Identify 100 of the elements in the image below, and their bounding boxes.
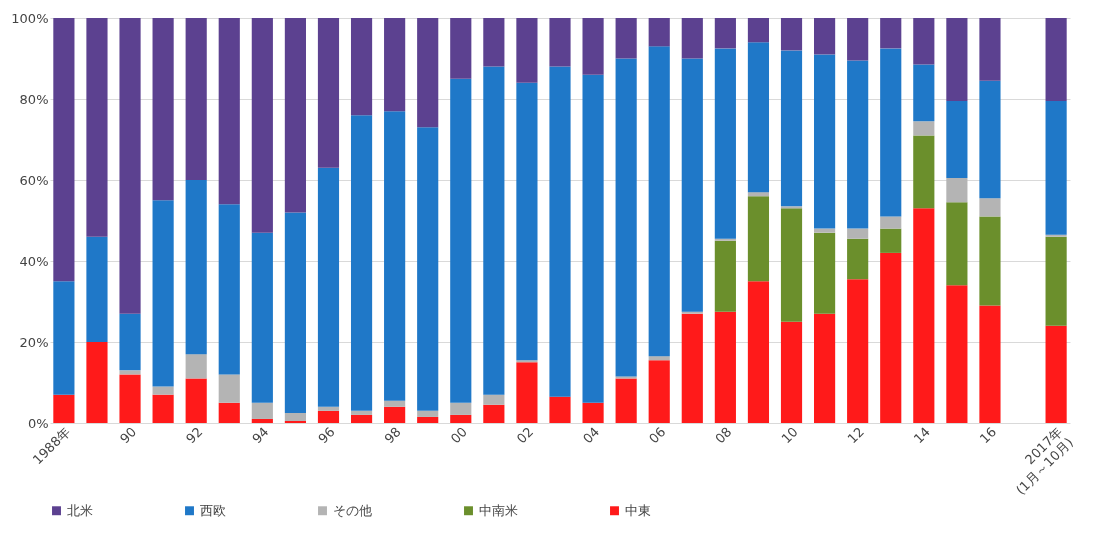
bar: [384, 18, 406, 112]
legend-label: 中南米: [479, 502, 518, 518]
bar: [350, 414, 373, 423]
bar: [747, 18, 770, 43]
bar: [913, 18, 935, 65]
bar: [747, 196, 770, 282]
bar: [1045, 234, 1067, 237]
bar: [747, 281, 770, 423]
bar: [714, 48, 736, 239]
bar: [317, 410, 340, 423]
bar: [350, 410, 373, 415]
bar: [946, 202, 968, 286]
bar: [747, 42, 770, 193]
bar: [1045, 325, 1067, 423]
x-tick-label: 96: [315, 424, 338, 447]
bar: [218, 18, 240, 205]
bar: [53, 281, 75, 395]
bar: [119, 18, 141, 314]
bar: [847, 238, 869, 280]
bar: [483, 394, 505, 405]
bar: [648, 356, 670, 361]
bar: [979, 198, 1001, 217]
bar: [979, 18, 1001, 81]
bar: [251, 18, 273, 233]
x-tick-label: 04: [579, 424, 603, 447]
bar: [417, 416, 439, 423]
bar: [615, 378, 637, 423]
bar: [913, 64, 935, 122]
bar: [814, 54, 836, 229]
bar: [847, 228, 869, 239]
bar: [483, 66, 505, 395]
bar: [681, 313, 703, 423]
bar: [780, 18, 803, 51]
bar: [780, 50, 803, 207]
bar: [284, 212, 306, 413]
bar: [284, 412, 306, 421]
bar: [1045, 236, 1067, 326]
bar: [384, 111, 406, 401]
legend-label: 西欧: [200, 502, 226, 518]
bar: [483, 18, 505, 67]
bar: [847, 60, 869, 229]
bar: [53, 18, 75, 282]
bar: [847, 18, 869, 61]
x-tick-label: 12: [844, 424, 867, 447]
bar: [648, 18, 670, 47]
bar: [350, 115, 373, 411]
bar: [549, 396, 571, 423]
x-tick-label: 10: [778, 424, 801, 447]
bar: [549, 18, 571, 67]
bar: [913, 135, 935, 209]
bar: [86, 342, 108, 423]
x-tick-label: 08: [712, 424, 735, 447]
bar: [648, 46, 670, 357]
bar: [880, 228, 902, 253]
bar: [251, 402, 273, 419]
bar: [582, 74, 604, 403]
bar: [549, 66, 571, 397]
bar: [780, 208, 803, 322]
bar: [185, 18, 207, 180]
bar: [648, 360, 670, 423]
bar: [880, 216, 902, 229]
bar: [218, 204, 240, 375]
x-tick-label: 98: [381, 424, 404, 447]
bar: [119, 374, 141, 423]
bar: [152, 394, 174, 423]
y-tick-label: 100%: [11, 10, 49, 26]
bar: [615, 18, 637, 59]
bar: [450, 18, 472, 79]
bar: [119, 370, 141, 375]
bar: [913, 208, 935, 423]
bar: [979, 305, 1001, 423]
bar: [814, 232, 836, 314]
bar: [979, 216, 1001, 306]
bar: [152, 200, 174, 387]
bar: [450, 402, 472, 415]
x-tick-label: 94: [249, 424, 272, 447]
bar: [218, 402, 240, 423]
bar: [946, 18, 968, 102]
bar: [582, 402, 604, 423]
bar: [119, 313, 141, 371]
x-tick-label: 90: [116, 424, 140, 447]
bar: [384, 406, 406, 423]
bar: [747, 192, 770, 197]
bar: [1045, 101, 1067, 235]
bar: [681, 18, 703, 59]
bar: [317, 406, 340, 411]
bar: [152, 18, 174, 201]
x-tick-label: 06: [646, 424, 669, 447]
bar: [483, 404, 505, 423]
bar: [185, 378, 207, 423]
bar: [880, 252, 902, 423]
bar: [946, 285, 968, 423]
y-tick-label: 0%: [27, 415, 49, 431]
bar: [681, 311, 703, 314]
bar: [780, 206, 803, 209]
x-tick-label: 00: [447, 424, 470, 447]
bar: [317, 167, 340, 407]
bar: [979, 80, 1001, 199]
bar: [615, 58, 637, 377]
bar: [218, 374, 240, 403]
